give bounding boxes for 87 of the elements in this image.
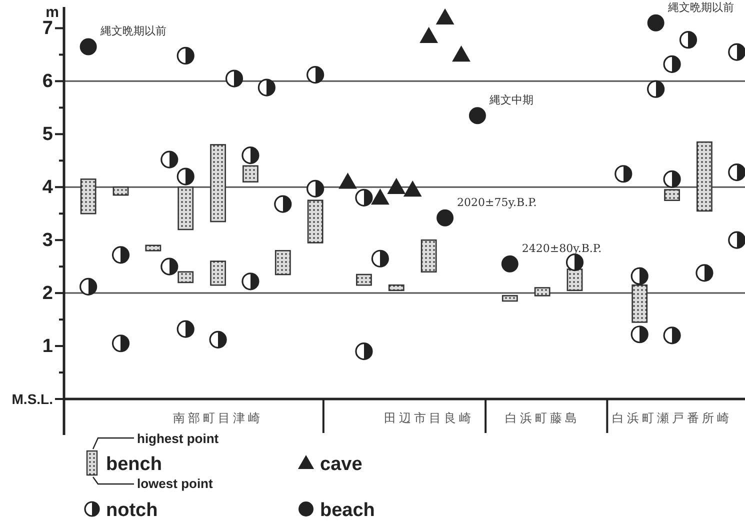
point: [242, 272, 260, 290]
point: [647, 80, 665, 98]
point: [468, 107, 486, 124]
point: [728, 163, 745, 182]
point: [338, 172, 357, 189]
bar: [356, 274, 372, 286]
point: [258, 78, 276, 96]
point: [160, 258, 178, 276]
point: [647, 14, 664, 32]
point: [112, 246, 130, 264]
point: [176, 46, 194, 65]
point: [209, 330, 227, 348]
point: [370, 188, 390, 205]
point: [274, 195, 292, 213]
x-tick-label: 白浜町瀬戸番所崎: [612, 411, 732, 425]
point: [306, 180, 324, 198]
y-tick-label: M.S.L.: [12, 391, 53, 407]
point: [630, 267, 648, 285]
y-tick-label: 7: [42, 18, 53, 40]
point: [80, 38, 97, 56]
y-tick-label: 3: [42, 230, 53, 252]
data-label: 縄文晩期以前: [99, 24, 166, 38]
y-tick-label: 1: [42, 336, 54, 358]
bar: [210, 260, 226, 286]
point: [436, 8, 454, 24]
point: [663, 170, 681, 188]
point: [160, 150, 178, 168]
x-tick-label: 田辺市目良崎: [384, 411, 474, 425]
bar: [80, 178, 96, 214]
point: [225, 70, 244, 88]
x-tick-label: 白浜町藤島: [504, 411, 580, 425]
point: [80, 278, 98, 296]
bar: [534, 287, 550, 296]
x-tick-label: 南部町目津崎: [173, 411, 264, 425]
point: [501, 255, 518, 272]
legend-label: notch: [106, 500, 158, 521]
point: [566, 254, 584, 272]
bar: [420, 239, 437, 273]
point: [355, 342, 373, 360]
bar: [178, 271, 194, 284]
point: [696, 264, 714, 282]
point: [176, 320, 194, 338]
bar: [242, 165, 258, 182]
legend-label: bench: [106, 454, 162, 475]
bar: [178, 186, 194, 230]
point: [630, 326, 648, 344]
point: [387, 178, 406, 194]
data-label: 縄文中期: [488, 94, 534, 107]
bar: [210, 144, 226, 222]
text: lowest point: [137, 476, 213, 491]
y-tick-label: 6: [42, 71, 53, 92]
point: [403, 180, 422, 197]
y-tick-label: 4: [42, 177, 54, 198]
text: highest point: [137, 431, 219, 446]
y-tick-label: 2: [42, 283, 53, 304]
bar: [632, 284, 648, 323]
point: [420, 26, 438, 44]
point: [355, 188, 373, 207]
point: [663, 55, 681, 74]
data-label: 2020±75y.B.P.: [457, 196, 537, 209]
point: [679, 31, 698, 49]
bar: [274, 250, 291, 276]
y-tick-label: 5: [42, 124, 54, 146]
legend-label: beach: [320, 500, 375, 521]
bar: [388, 284, 404, 292]
point: [452, 45, 470, 62]
point: [614, 165, 632, 183]
bar: [307, 200, 324, 244]
bar: [145, 244, 162, 252]
bar: [566, 268, 583, 292]
bar: [664, 189, 680, 201]
point: [436, 209, 454, 226]
point: [371, 250, 389, 268]
point: [728, 231, 745, 249]
point: [112, 334, 130, 352]
point: [728, 43, 745, 61]
legend-label: cave: [320, 454, 362, 475]
data-label: 縄文晩期以前: [666, 0, 734, 14]
y-axis-title: m: [46, 4, 59, 21]
bar: [502, 295, 518, 302]
point: [306, 66, 324, 84]
point: [242, 146, 260, 164]
point: [663, 326, 681, 344]
point: [176, 168, 194, 186]
data-label: 2420±80y.B.P.: [522, 242, 602, 255]
bar: [696, 141, 712, 212]
bar: [112, 186, 129, 196]
